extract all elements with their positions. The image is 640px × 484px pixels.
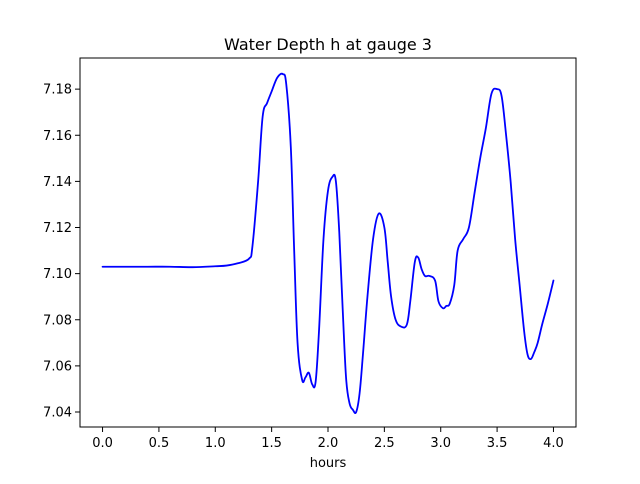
y-tick-label: 7.06 bbox=[43, 359, 72, 374]
x-tick-label: 1.5 bbox=[261, 436, 282, 451]
y-tick-label: 7.16 bbox=[43, 129, 72, 144]
series-line-0 bbox=[101, 72, 555, 415]
y-tick-label: 7.08 bbox=[43, 313, 72, 328]
x-axis-label: hours bbox=[310, 456, 347, 471]
y-axis: 7.04 7.06 7.08 7.10 7.12 7.14 7.16 7.18 bbox=[43, 83, 80, 421]
x-tick-label: 0.5 bbox=[149, 436, 170, 451]
y-tick-label: 7.18 bbox=[43, 83, 72, 98]
x-axis: 0.0 0.5 1.0 1.5 2.0 2.5 3.0 3.5 4.0 bbox=[92, 427, 564, 451]
chart-title: Water Depth h at gauge 3 bbox=[224, 35, 432, 54]
plot-area: 0.0 0.5 1.0 1.5 2.0 2.5 3.0 3.5 4.0 7.04 7.06 7.08… bbox=[43, 57, 577, 451]
y-tick-label: 7.10 bbox=[43, 267, 72, 282]
x-tick-label: 1.0 bbox=[205, 436, 226, 451]
x-tick-label: 0.0 bbox=[92, 436, 113, 451]
y-tick-label: 7.14 bbox=[43, 175, 72, 190]
plot-frame bbox=[79, 57, 577, 428]
x-tick-label: 3.0 bbox=[430, 436, 451, 451]
y-tick-label: 7.04 bbox=[43, 406, 72, 421]
x-tick-label: 4.0 bbox=[543, 436, 564, 451]
y-tick-label: 7.12 bbox=[43, 221, 72, 236]
series-layer bbox=[101, 72, 555, 415]
x-tick-label: 2.0 bbox=[318, 436, 339, 451]
x-tick-label: 3.5 bbox=[487, 436, 508, 451]
x-tick-label: 2.5 bbox=[374, 436, 395, 451]
